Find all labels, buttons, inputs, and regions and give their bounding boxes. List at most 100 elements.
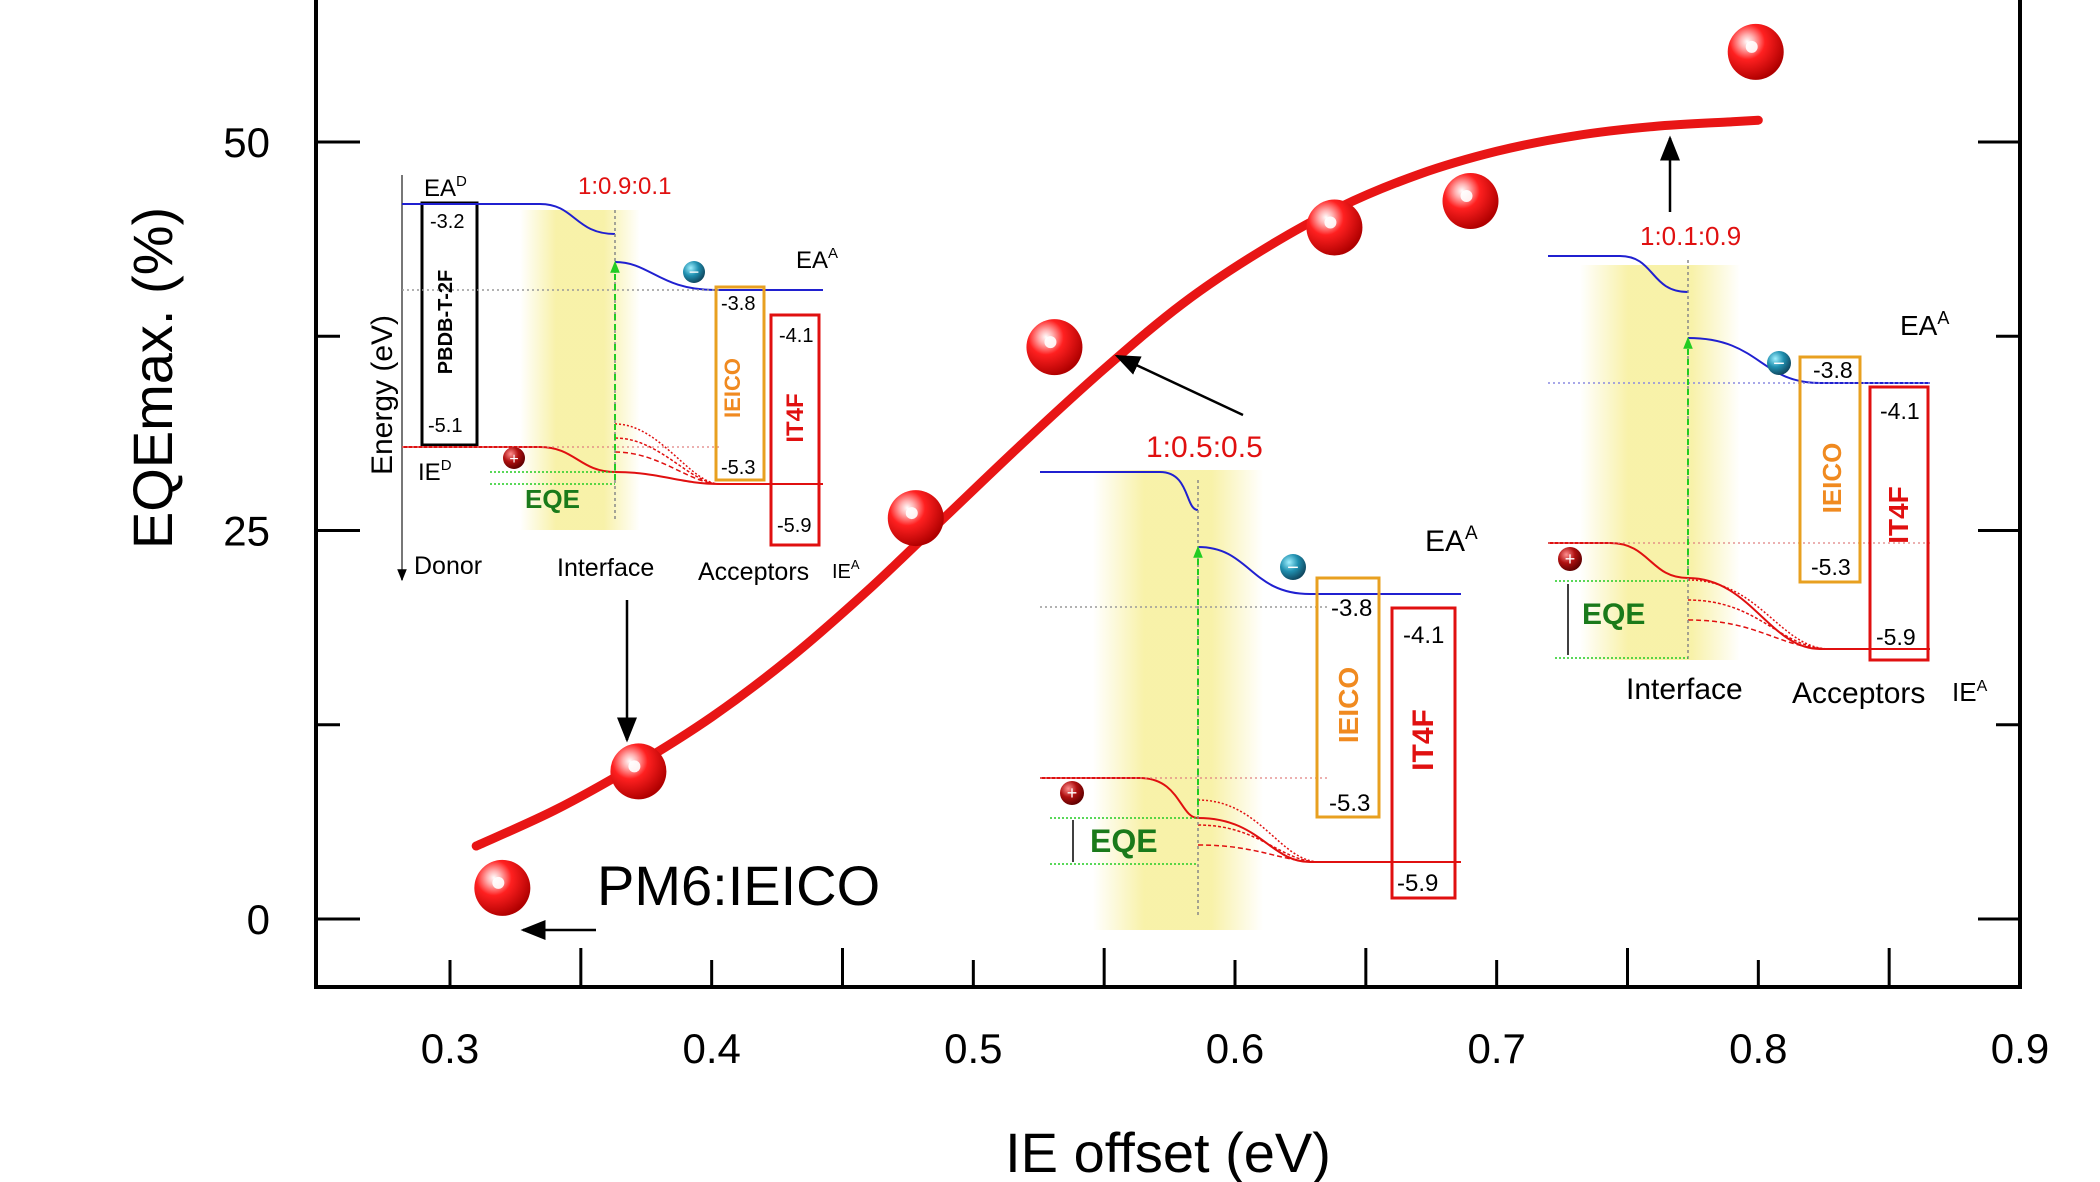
data-point <box>1727 23 1784 80</box>
data-point-ball <box>1727 23 1784 80</box>
inset-2-electron <box>1280 554 1306 580</box>
data-points <box>474 23 1784 916</box>
x-tick-label: 0.3 <box>421 1025 479 1072</box>
data-point-ball <box>1026 319 1083 376</box>
data-point-ball <box>1306 199 1363 256</box>
inset-1-electron-sign: − <box>689 262 700 282</box>
inset-1-ie-a-label: IEA <box>832 557 860 583</box>
plot-frame <box>314 0 2022 989</box>
inset-3-hole <box>1558 547 1582 571</box>
data-point-ball <box>887 490 944 547</box>
inset-3-it4f-ea-value: -4.1 <box>1880 398 1920 424</box>
inset-1-energy-diagram: Energy (eV) PBDB-T-2F -3.2 -5.1 EAD IED … <box>366 173 860 586</box>
inset-2-it4f-ie-value: -5.9 <box>1397 870 1438 897</box>
x-tick-label: 0.6 <box>1206 1025 1264 1072</box>
inset-2-ie-fan-c <box>1197 844 1321 863</box>
inset-1-ieico-ea-value: -3.8 <box>721 293 755 315</box>
y-tick-label: 0 <box>247 896 270 943</box>
inset-3-ea-line <box>1548 255 1689 293</box>
inset-3-ea-a-label: EAA <box>1900 308 1949 341</box>
data-point-highlight <box>1324 216 1337 229</box>
inset-2-ea-acceptor-line <box>1197 546 1461 595</box>
inset-1-donor-label: Donor <box>414 552 482 580</box>
data-point <box>1442 173 1499 230</box>
inset-1-interface-highlight <box>520 210 640 530</box>
inset-1-hole-sign: + <box>509 451 518 468</box>
inset-2-ieico-ea-value: -3.8 <box>1331 595 1372 622</box>
inset-3-ieico-ie-value: -5.3 <box>1811 554 1851 580</box>
data-point-highlight <box>1044 336 1057 349</box>
inset-3-ie-fan-a <box>1687 579 1831 650</box>
inset-3-it4f-box <box>1868 385 1930 662</box>
inset-1-donor-box <box>420 201 479 447</box>
y-tick-label: 25 <box>223 508 270 555</box>
x-tick-label: 0.7 <box>1467 1025 1525 1072</box>
data-point-highlight <box>1745 40 1758 53</box>
inset-3-energy-diagram: EQE + − IEICO -3.8 -5.3 IT4F -4.1 -5.9 1… <box>1548 221 1988 710</box>
y-tick-label: 50 <box>223 119 270 166</box>
inset-3-ieico-name: IEICO <box>1817 443 1847 514</box>
inset-1-donor-ie-value: -5.1 <box>428 415 462 437</box>
inset-1-ie-line <box>402 446 823 485</box>
x-axis-ticks: 0.3 0.4 0.5 0.6 0.7 0.8 0.9 <box>421 948 2049 1072</box>
inset-1-ea-acceptor-line <box>614 261 823 291</box>
inset-3-ie-line <box>1548 542 1930 650</box>
inset-2-ea-a-label: EAA <box>1425 523 1478 558</box>
inset-2-ratio: 1:0.5:0.5 <box>1146 431 1263 464</box>
inset-2-energy-diagram: EQE + − IEICO -3.8 -5.3 IT4F -4.1 -5.9 1… <box>1040 431 1478 930</box>
inset-2-hole <box>1060 781 1084 805</box>
data-point-ball <box>610 743 667 800</box>
inset-2-electron-sign: − <box>1287 557 1299 579</box>
inset-1-ea-a-label: EAA <box>796 245 838 274</box>
inset-3-ratio: 1:0.1:0.9 <box>1640 221 1741 251</box>
inset-1-hole <box>503 447 525 469</box>
inset-3-ieico-box <box>1798 355 1862 584</box>
pm6-ieico-annotation: PM6:IEICO <box>597 854 880 917</box>
inset-2-ea-line <box>1040 471 1199 511</box>
data-point-ball <box>474 859 531 916</box>
inset-1-ie-fan-c <box>614 451 721 485</box>
inset-1-it4f-ie-value: -5.9 <box>777 515 811 537</box>
inset-1-it4f-ea-value: -4.1 <box>779 325 813 347</box>
inset-3-ieico-ea-value: -3.8 <box>1813 357 1853 383</box>
inset-2-ie-fan-b <box>1197 824 1321 863</box>
inset-2-it4f-box <box>1390 606 1457 900</box>
x-axis-label: IE offset (eV) <box>1005 1121 1331 1182</box>
inset-1-interface-label: Interface <box>557 554 654 582</box>
inset-3-ie-a-label: IEA <box>1952 677 1988 707</box>
data-point-highlight <box>1460 190 1473 203</box>
inset-3-it4f-ie-value: -5.9 <box>1876 624 1916 650</box>
inset-1-ieico-ie-value: -5.3 <box>721 457 755 479</box>
inset-1-eqe-label: EQE <box>525 484 580 514</box>
data-point <box>474 859 531 916</box>
inset-2-interface-highlight <box>1093 470 1263 930</box>
data-point-ball <box>1442 173 1499 230</box>
inset-2-ieico-ie-value: -5.3 <box>1329 790 1370 817</box>
x-tick-label: 0.9 <box>1991 1025 2049 1072</box>
inset-3-electron-sign: − <box>1773 353 1785 375</box>
data-point-highlight <box>628 760 641 773</box>
y-axis-ticks: 0 25 50 <box>223 119 2020 943</box>
inset-1-ieico-name: IEICO <box>720 358 745 418</box>
inset-2-ieico-box <box>1315 576 1381 819</box>
inset-3-acceptors-label: Acceptors <box>1792 677 1925 710</box>
data-point <box>610 743 667 800</box>
inset-3-hole-sign: + <box>1565 549 1576 569</box>
inset-2-ie-line <box>1040 777 1461 863</box>
inset-1-electron <box>683 261 705 283</box>
x-tick-label: 0.8 <box>1729 1025 1787 1072</box>
data-point <box>1306 199 1363 256</box>
inset-2-it4f-ea-value: -4.1 <box>1403 622 1444 649</box>
inset-2-eqe-label: EQE <box>1090 823 1158 859</box>
inset-3-electron <box>1767 351 1791 375</box>
data-point-highlight <box>492 876 505 889</box>
inset-3-ie-fan-c <box>1687 619 1831 650</box>
inset-1-energy-axis-label: Energy (eV) <box>366 315 399 475</box>
data-point <box>1026 319 1083 376</box>
inset-1-ea-line <box>402 203 616 235</box>
inset-3-interface-label: Interface <box>1626 673 1743 706</box>
inset-1-ie-d-label: IED <box>418 457 452 486</box>
inset-3-ie-fan-b <box>1687 599 1831 650</box>
inset-3-it4f-name: IT4F <box>1883 486 1914 544</box>
